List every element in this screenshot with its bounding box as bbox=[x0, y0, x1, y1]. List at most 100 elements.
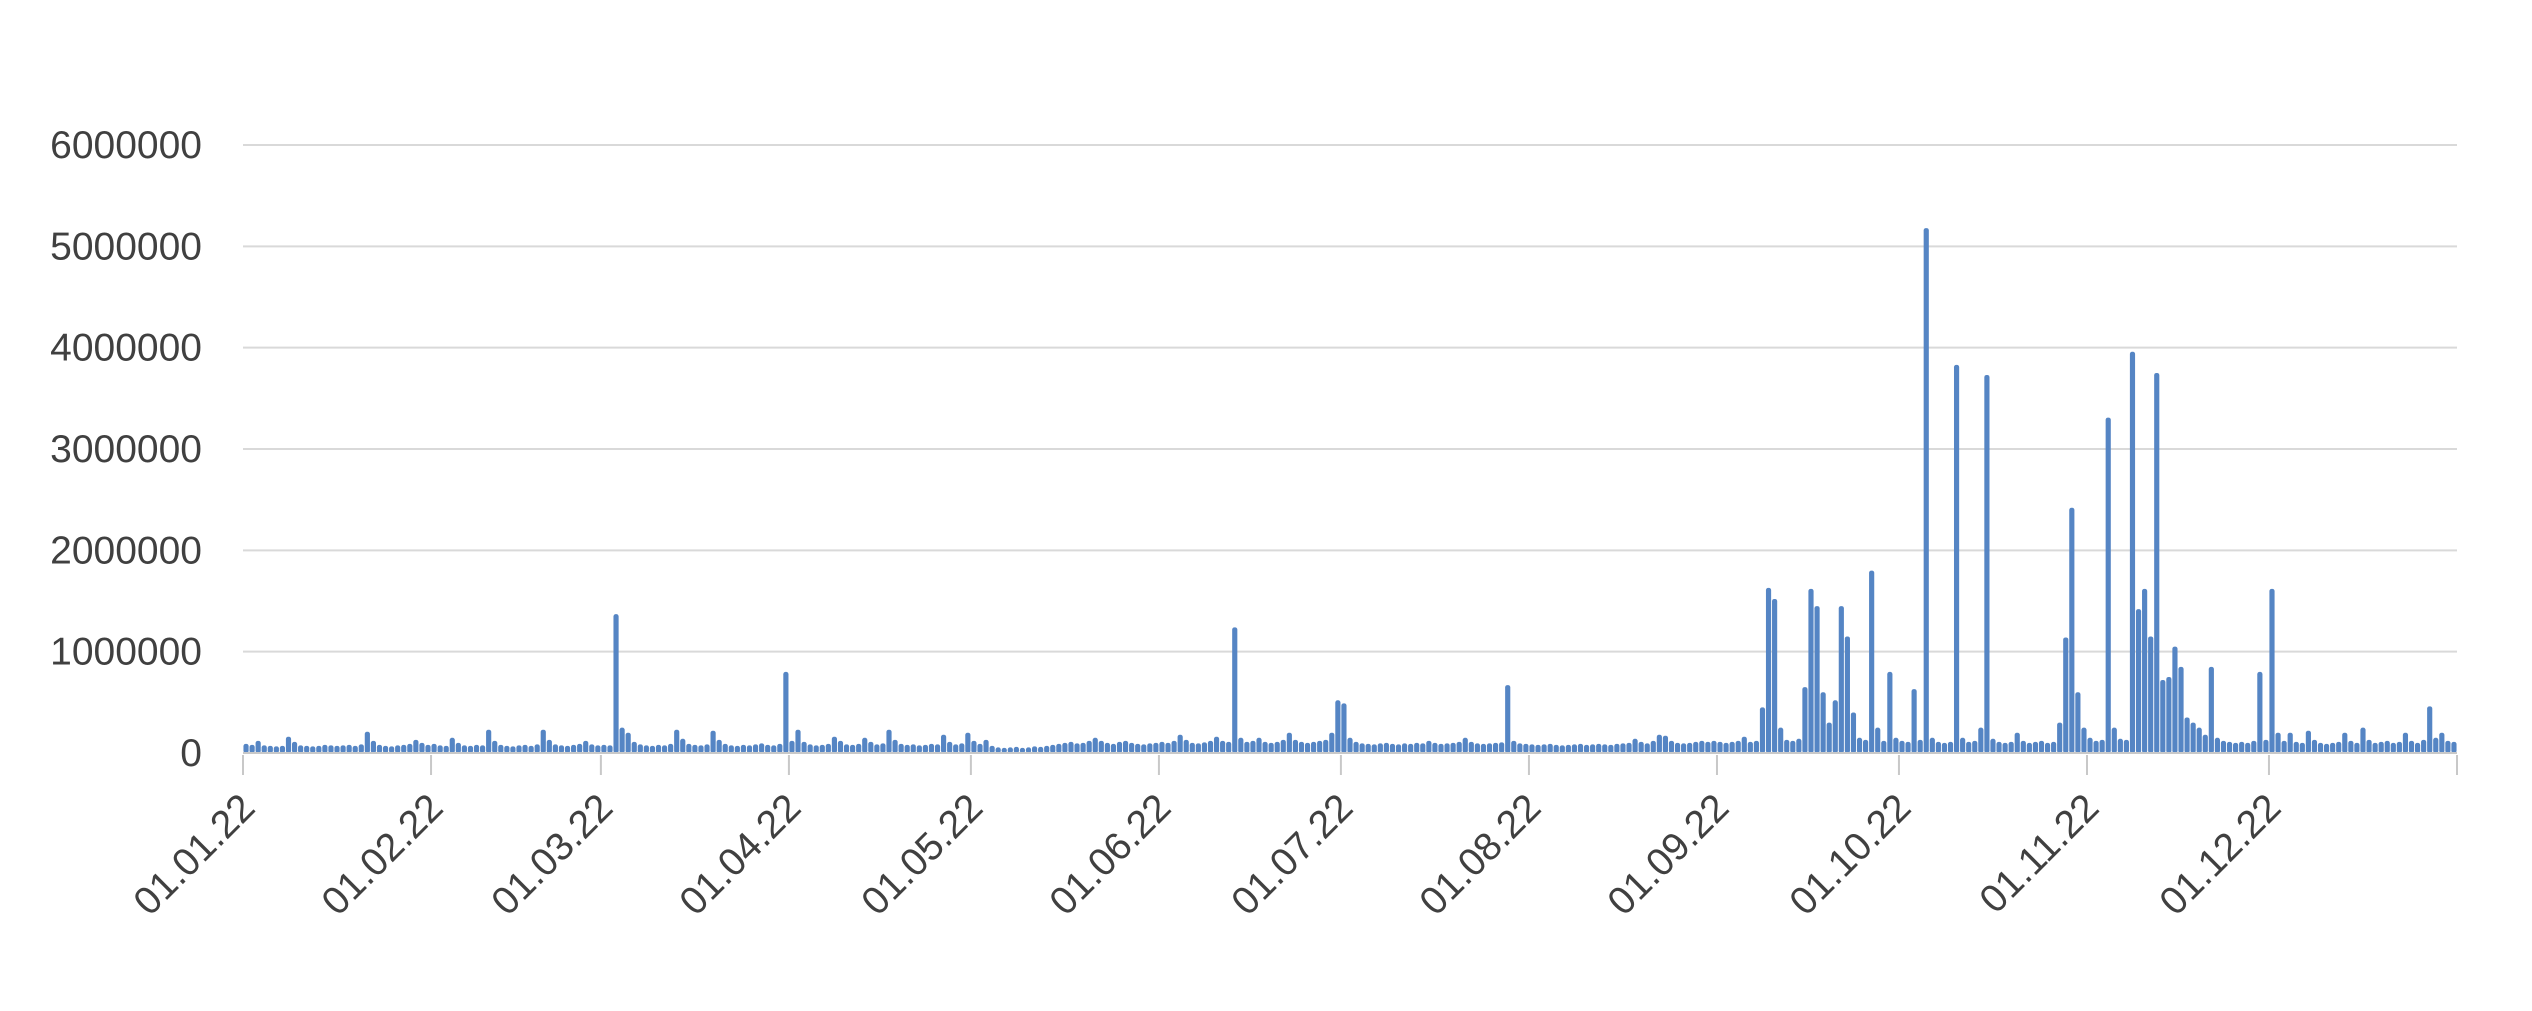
bar bbox=[1092, 737, 1098, 753]
bar bbox=[1972, 740, 1978, 753]
bar bbox=[1674, 742, 1681, 753]
bar bbox=[1141, 744, 1147, 753]
bar bbox=[704, 744, 710, 753]
bar bbox=[1820, 692, 1826, 753]
bar bbox=[2178, 666, 2184, 753]
bar bbox=[2330, 742, 2336, 753]
bar bbox=[443, 745, 449, 753]
bar bbox=[1547, 743, 1553, 753]
bar bbox=[1116, 741, 1123, 753]
bar bbox=[249, 744, 255, 753]
bar bbox=[498, 744, 504, 753]
bar bbox=[2220, 740, 2227, 753]
bar bbox=[1966, 741, 1972, 753]
x-axis-label: 01.01.22 bbox=[126, 786, 264, 924]
bar bbox=[1826, 722, 1832, 753]
bar bbox=[1371, 744, 1377, 753]
bar bbox=[267, 745, 273, 753]
bar bbox=[401, 744, 407, 753]
bar bbox=[1747, 741, 1753, 753]
bar bbox=[1098, 740, 1104, 753]
bar bbox=[874, 744, 880, 753]
bar bbox=[334, 745, 340, 753]
bar bbox=[291, 741, 298, 753]
bar bbox=[1213, 736, 1220, 753]
bar bbox=[389, 746, 395, 753]
bar bbox=[546, 739, 552, 753]
bar bbox=[1784, 739, 1790, 753]
bar bbox=[2081, 727, 2087, 753]
bar bbox=[1080, 742, 1086, 753]
bar bbox=[1608, 744, 1614, 753]
bar bbox=[953, 744, 959, 753]
bar bbox=[346, 744, 352, 753]
bar bbox=[1220, 740, 1226, 753]
bar bbox=[407, 743, 413, 753]
bar bbox=[564, 745, 571, 753]
bar bbox=[261, 745, 267, 753]
x-axis-label: 01.02.22 bbox=[314, 786, 452, 924]
bar bbox=[1135, 743, 1141, 753]
bar bbox=[2348, 740, 2354, 753]
bar bbox=[1402, 743, 1408, 753]
bar bbox=[892, 739, 898, 753]
bar bbox=[1717, 741, 1723, 753]
bar bbox=[528, 745, 534, 753]
bar bbox=[989, 745, 995, 753]
bar bbox=[395, 745, 401, 753]
bar bbox=[1311, 741, 1317, 753]
bar bbox=[1705, 741, 1711, 753]
bar bbox=[558, 745, 565, 753]
bar bbox=[1480, 743, 1487, 753]
bar bbox=[2281, 740, 2287, 753]
bar bbox=[1323, 739, 1329, 753]
bar bbox=[1553, 744, 1559, 753]
bar bbox=[1032, 746, 1038, 753]
bar bbox=[2038, 740, 2045, 753]
bar bbox=[425, 744, 431, 753]
bar bbox=[1881, 740, 1887, 753]
bar bbox=[1790, 740, 1796, 753]
bar bbox=[1808, 588, 1814, 753]
bar bbox=[1056, 743, 1062, 753]
bar bbox=[370, 740, 376, 753]
bar bbox=[1238, 737, 1244, 753]
bar bbox=[1953, 364, 1960, 753]
bar bbox=[1844, 636, 1850, 753]
bar bbox=[1359, 743, 1365, 753]
bar bbox=[813, 745, 819, 753]
bar bbox=[1038, 746, 1044, 753]
bar bbox=[1147, 743, 1153, 753]
bar bbox=[934, 744, 941, 753]
bar bbox=[1062, 742, 1068, 753]
bar bbox=[1226, 741, 1232, 753]
bar bbox=[807, 744, 813, 753]
x-axis-label: 01.08.22 bbox=[1412, 786, 1550, 924]
bar bbox=[2324, 743, 2330, 753]
bar bbox=[2117, 738, 2123, 753]
y-axis-label: 0 bbox=[180, 732, 202, 775]
bar bbox=[1856, 737, 1863, 753]
bar bbox=[2002, 742, 2008, 753]
bar bbox=[467, 745, 474, 753]
bar bbox=[2293, 741, 2299, 753]
bar bbox=[2026, 742, 2032, 753]
bar bbox=[631, 741, 637, 753]
bar bbox=[1110, 743, 1117, 753]
bar bbox=[1068, 741, 1074, 753]
bar bbox=[680, 738, 686, 753]
bar bbox=[1201, 742, 1208, 753]
bar bbox=[2433, 737, 2439, 753]
bar bbox=[2099, 739, 2105, 753]
x-axis-label: 01.07.22 bbox=[1224, 786, 1362, 924]
bar bbox=[1189, 742, 1195, 753]
bar bbox=[1911, 689, 1917, 753]
bar bbox=[255, 740, 261, 753]
bar bbox=[298, 745, 304, 753]
bar bbox=[1013, 746, 1019, 753]
bar bbox=[1656, 734, 1662, 753]
bar bbox=[1681, 743, 1687, 753]
bar bbox=[437, 745, 443, 753]
bar bbox=[1905, 741, 1911, 753]
